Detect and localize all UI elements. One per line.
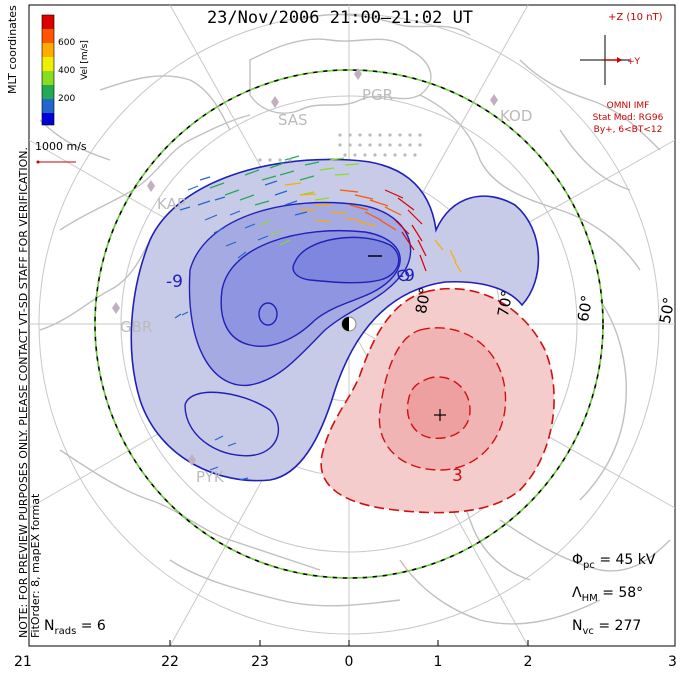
positive-maximum-marker <box>434 409 446 421</box>
contour-small-loop <box>397 269 410 282</box>
hm-boundary-green <box>94 69 604 579</box>
contour-label-neg-1: -9 <box>166 272 183 292</box>
mlt-tick-22: 22 <box>161 654 179 670</box>
stat-nrads: Nrads = 6 <box>44 618 106 637</box>
positive-cell-core <box>406 376 471 439</box>
imf-condition: By+, 6<BT<12 <box>593 125 663 135</box>
negative-cell-core <box>292 236 400 284</box>
colorbar-label: Vel [m/s] <box>80 40 90 80</box>
mlt-tick-2: 2 <box>523 654 533 670</box>
plot-frame <box>28 4 676 647</box>
radar-label-pgr: PGR <box>362 86 394 104</box>
imf-z-label: +Z (10 nT) <box>608 12 663 23</box>
colorbar-tick-400: 400 <box>58 66 76 76</box>
map-title: 23/Nov/2006 21:00–21:02 UT <box>206 8 474 28</box>
negative-cell-minor <box>184 391 280 457</box>
stat-phi-pc: Φpc = 45 kV <box>572 552 656 571</box>
preview-note: NOTE: FOR PREVIEW PURPOSES ONLY. PLEASE … <box>17 18 42 638</box>
reference-vector-dot <box>36 160 40 164</box>
velocity-vectors <box>174 155 462 481</box>
imf-dial <box>580 35 630 85</box>
data-coverage-dots <box>258 133 422 162</box>
radar-label-kap: KAP <box>157 195 186 213</box>
stat-lambda-hm: ΛHM = 58° <box>572 585 644 604</box>
radar-label-gbr: GBR <box>120 318 153 336</box>
reference-vector-label: 1000 m/s <box>35 140 87 153</box>
contour-label-pos: 3 <box>452 466 463 486</box>
mlt-tick-23: 23 <box>251 654 269 670</box>
imf-source: OMNI IMF <box>606 101 650 111</box>
radar-label-kod: KOD <box>500 107 533 125</box>
mlt-tick-1: 1 <box>433 654 443 670</box>
stat-nvc: Nvc = 277 <box>572 618 642 637</box>
mlt-tick-0: 0 <box>344 654 354 670</box>
colorbar-tick-600: 600 <box>58 38 76 48</box>
pole-marker-half <box>342 317 349 331</box>
mlt-tick-3: 3 <box>668 654 677 670</box>
radar-label-sas: SAS <box>278 111 308 129</box>
radar-label-pyk: PYK <box>196 468 224 486</box>
imf-stat-model: Stat Mod: RG96 <box>592 113 664 123</box>
velocity-colorbar <box>41 14 55 126</box>
imf-y-label: +Y <box>627 57 641 67</box>
fit-order-note: FitOrder: 8, mapEX format <box>29 493 42 638</box>
mlt-tick-21: 21 <box>14 654 32 670</box>
negative-cell-min <box>258 302 278 326</box>
contour-label-neg-2: -9 <box>398 266 415 286</box>
colorbar-tick-200: 200 <box>58 94 76 104</box>
radar-markers <box>112 68 498 466</box>
mlt-axis-ticks <box>28 640 676 646</box>
imf-info: OMNI IMF Stat Mod: RG96 By+, 6<BT<12 <box>580 100 676 136</box>
